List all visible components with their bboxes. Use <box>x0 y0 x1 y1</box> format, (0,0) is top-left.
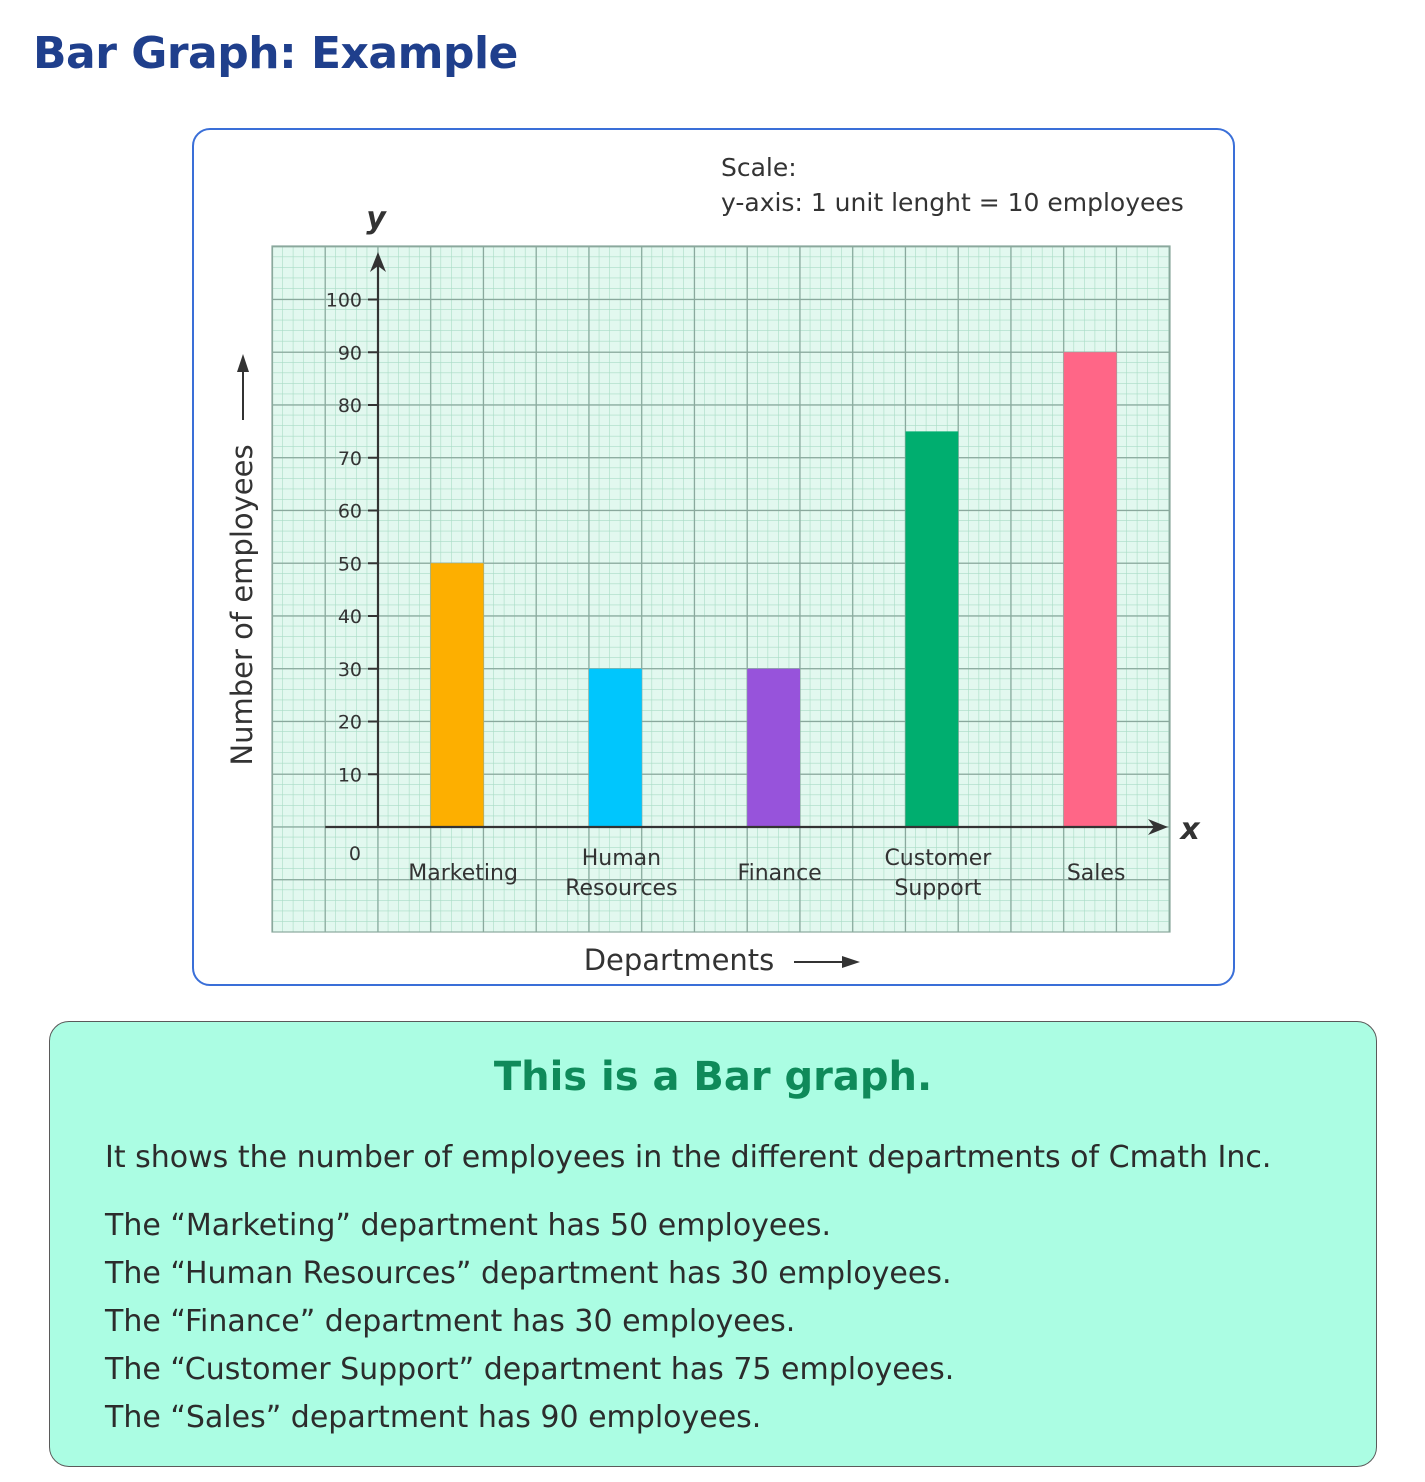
scale-note-line: y-axis: 1 unit lenght = 10 employees <box>721 188 1184 217</box>
info-line-sales: The “Sales” department has 90 employees. <box>105 1400 762 1435</box>
y-tick-label: 30 <box>338 659 362 681</box>
info-card: This is a Bar graph. It shows the number… <box>49 1021 1377 1467</box>
bar-0 <box>430 563 484 827</box>
grid-paper <box>271 245 1171 933</box>
info-line-marketing: The “Marketing” department has 50 employ… <box>105 1208 832 1243</box>
bar-1 <box>589 668 642 827</box>
info-line-human-resources: The “Human Resources” department has 30 … <box>105 1256 952 1291</box>
y-tick-label: 80 <box>338 395 362 417</box>
y-axis-arrow-icon <box>370 252 386 272</box>
y-tick-label: 40 <box>338 606 362 628</box>
y-tick-label: 20 <box>338 712 362 734</box>
x-tick-label: Marketing <box>408 861 518 886</box>
x-tick-label: Resources <box>565 876 677 901</box>
bar-chart: 10 20 30 40 50 60 70 80 90 100 0 Marketing Human Reso… <box>225 153 1201 977</box>
y-axis-title-group: Number of employees <box>225 354 259 766</box>
x-tick-label: Sales <box>1067 861 1126 886</box>
y-tick-label: 70 <box>338 448 362 470</box>
y-tick-label: 10 <box>338 764 362 786</box>
info-line-finance: The “Finance” department has 30 employee… <box>105 1304 796 1339</box>
bar-3 <box>905 431 959 827</box>
scale-note-line: Scale: <box>721 153 797 182</box>
grid-border <box>271 245 1171 933</box>
y-title-arrow-icon <box>237 354 249 372</box>
x-axis-arrow-icon <box>1148 819 1168 835</box>
info-intro: It shows the number of employees in the … <box>105 1140 1272 1175</box>
info-line-customer-support: The “Customer Support” department has 75… <box>105 1352 955 1387</box>
y-tick-label: 60 <box>338 501 362 523</box>
y-axis-title: Number of employees <box>225 444 259 765</box>
y-tick-label: 90 <box>338 342 362 364</box>
x-tick-label: Support <box>894 876 981 901</box>
x-title-arrow-icon <box>842 956 860 968</box>
bar-4 <box>1063 352 1117 827</box>
origin-label: 0 <box>349 843 361 865</box>
x-axis-letter: x <box>1178 812 1201 847</box>
x-tick-label: Customer <box>884 846 992 871</box>
x-tick-label: Human <box>582 846 661 871</box>
chart-card: 10 20 30 40 50 60 70 80 90 100 0 Marketing Human Reso… <box>192 128 1235 986</box>
x-axis-title: Departments <box>584 943 775 977</box>
y-tick-label: 50 <box>338 553 362 575</box>
grid-background <box>272 246 1170 932</box>
y-tick-label: 100 <box>326 290 362 312</box>
bar-2 <box>747 668 800 827</box>
y-axis-letter: y <box>366 201 387 236</box>
x-tick-label: Finance <box>738 861 822 886</box>
page-title: Bar Graph: Example <box>33 28 518 79</box>
info-heading: This is a Bar graph. <box>493 1054 933 1100</box>
